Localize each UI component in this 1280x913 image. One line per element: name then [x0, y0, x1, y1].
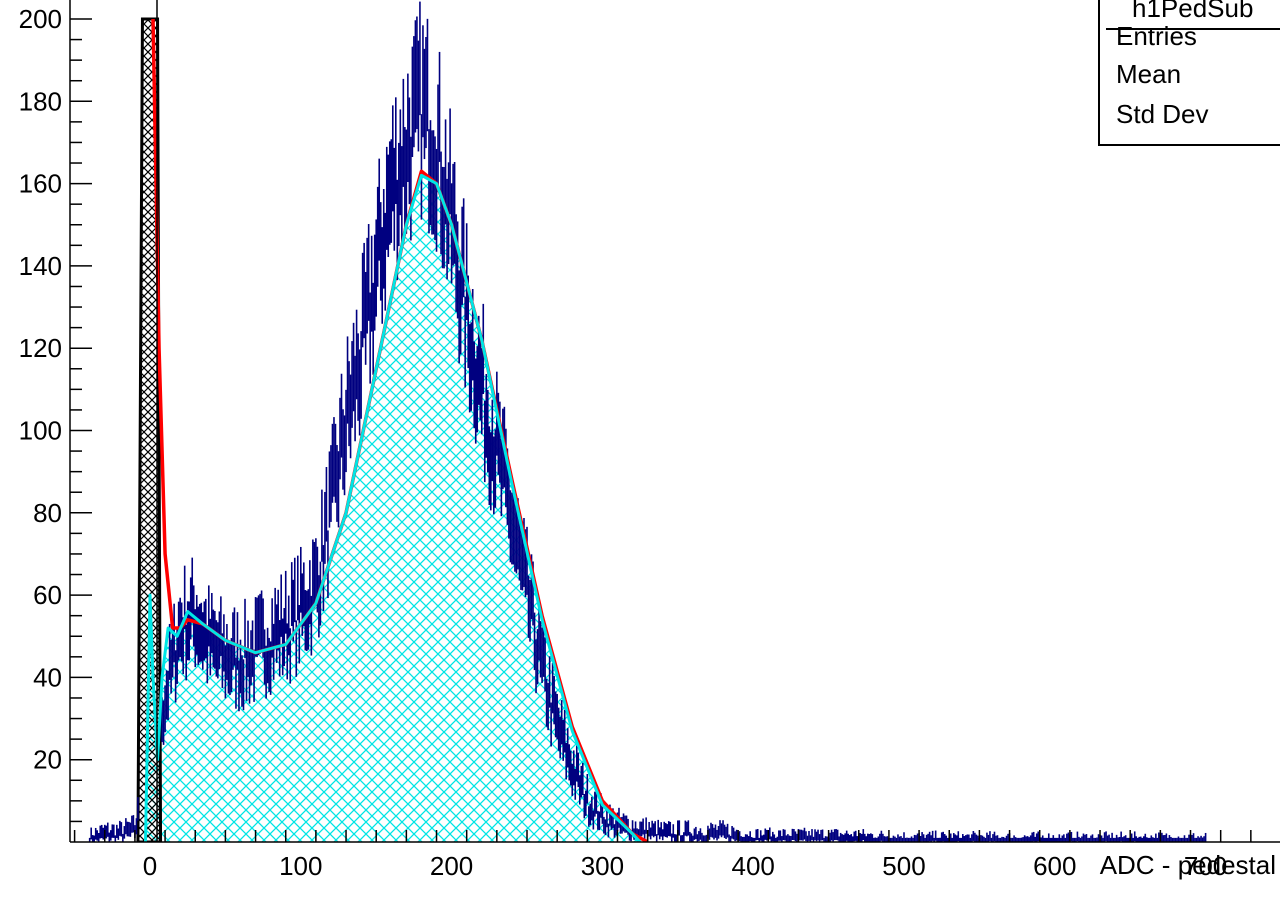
x-tick-label: 100: [279, 851, 322, 881]
fit-signal-area: [145, 175, 641, 842]
x-tick-label: 700: [1184, 851, 1227, 881]
stats-box-title: h1PedSub: [1106, 0, 1280, 30]
x-tick-label: 300: [581, 851, 624, 881]
fit_signal-curve: [143, 173, 642, 842]
stats-row-mean: Mean: [1116, 59, 1182, 89]
stats-row-std-dev: Std Dev: [1116, 99, 1209, 129]
y-tick-label: 40: [33, 662, 62, 692]
stats-box: h1PedSub Entries Mean Std Dev: [1098, 0, 1280, 146]
y-tick-label: 120: [19, 333, 62, 363]
y-tick-label: 20: [33, 745, 62, 775]
x-tick-label: 600: [1033, 851, 1076, 881]
y-tick-label: 140: [19, 251, 62, 281]
y-tick-label: 80: [33, 498, 62, 528]
y-tick-label: 180: [19, 86, 62, 116]
y-tick-label: 100: [19, 416, 62, 446]
x-tick-label: 500: [882, 851, 925, 881]
y-tick-label: 200: [19, 4, 62, 34]
x-tick-label: 400: [732, 851, 775, 881]
x-tick-label: 0: [143, 851, 157, 881]
y-tick-label: 160: [19, 169, 62, 199]
stats-row-entries: Entries: [1116, 21, 1197, 51]
x-axis-title: ADC - pedestal: [1100, 850, 1276, 880]
x-tick-label: 200: [430, 851, 473, 881]
y-tick-label: 60: [33, 580, 62, 610]
